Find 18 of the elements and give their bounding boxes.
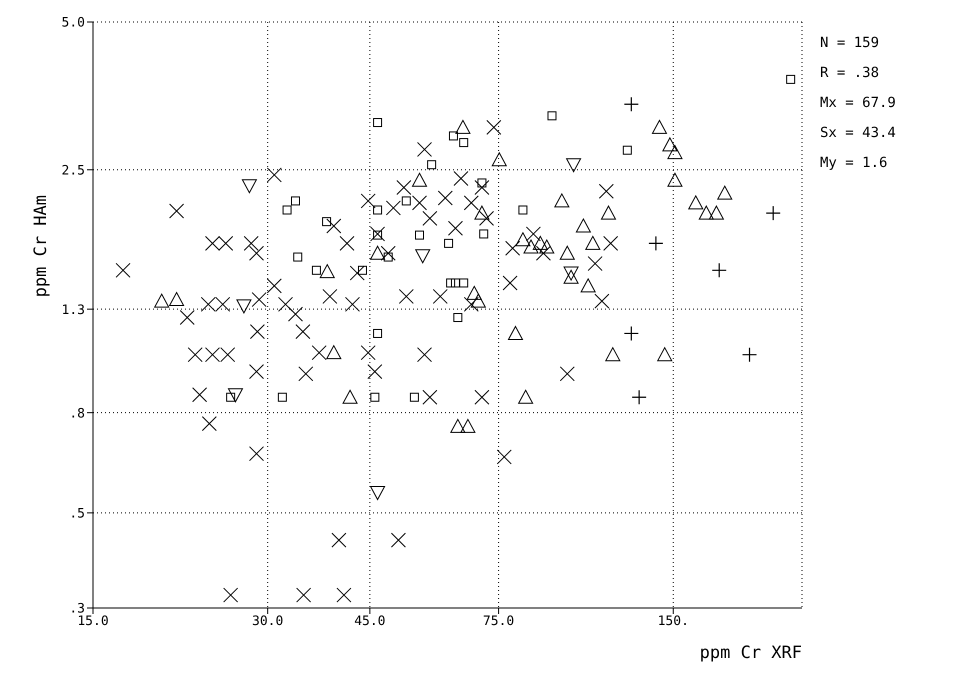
text: Mx = 67.9	[820, 94, 896, 113]
text: R = .38	[820, 64, 880, 83]
text: Sx = 43.4	[820, 124, 896, 143]
text: N = 159	[820, 34, 880, 53]
x-tick-label: 15.0	[77, 614, 109, 630]
y-tick-label: .3	[69, 602, 85, 617]
x-tick-label: 45.0	[354, 614, 386, 630]
y-tick-label: .8	[69, 406, 85, 422]
y-tick-label: 5.0	[62, 16, 85, 31]
x-tick-label: 150.	[658, 614, 689, 630]
x-tick-label: 75.0	[482, 614, 514, 630]
y-tick-label: 1.3	[62, 302, 85, 318]
y-tick-label: .5	[69, 506, 85, 522]
y-tick-label: 2.5	[62, 163, 85, 178]
x-axis-title: ppm Cr XRF	[700, 643, 802, 663]
y-axis-title: ppm Cr HAm	[31, 195, 52, 298]
x-tick-label: 30.0	[252, 614, 284, 630]
text: My = 1.6	[820, 154, 888, 173]
